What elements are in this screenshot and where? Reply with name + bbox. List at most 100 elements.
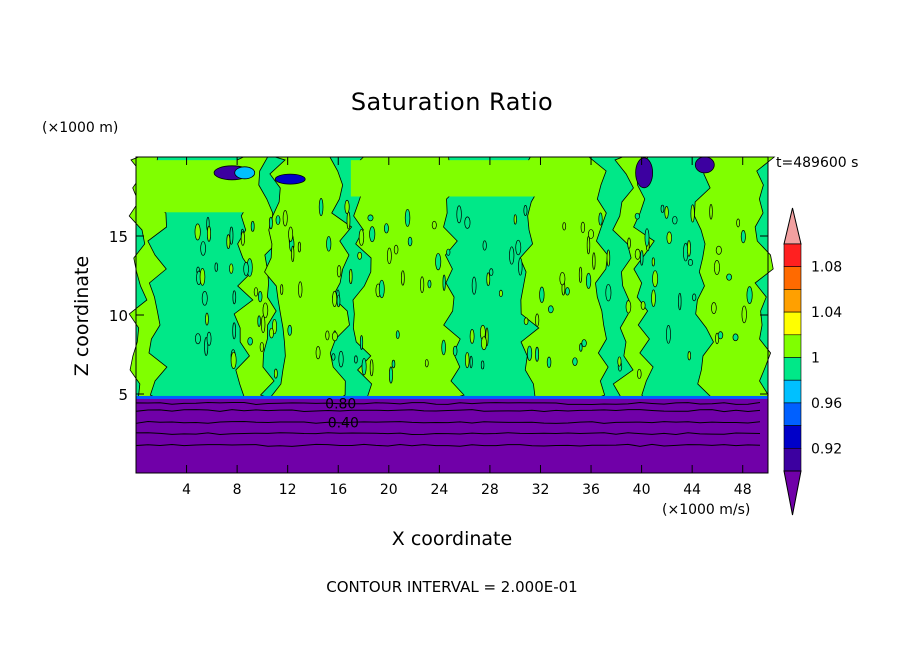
contour-blob <box>741 305 747 324</box>
contour-blob <box>386 247 392 265</box>
contour-blob <box>713 260 720 275</box>
contour-blob <box>298 281 303 298</box>
contour-blob <box>257 315 261 327</box>
colorbar-lower-arrow <box>783 470 802 516</box>
contour-blob <box>194 333 201 345</box>
contour-blob <box>456 205 462 224</box>
contour-blob <box>331 331 338 342</box>
contour-blob <box>625 300 632 314</box>
dry-patch <box>234 166 256 180</box>
contour-blob <box>404 208 411 227</box>
contour-blob <box>651 289 656 307</box>
contour-blob <box>275 215 281 225</box>
contour-blob <box>548 305 554 314</box>
colorbar-swatch <box>783 379 802 404</box>
colorbar-label: 0.92 <box>811 441 842 457</box>
contour-blob <box>359 335 364 350</box>
contour-blob <box>349 268 353 285</box>
colorbar-swatch <box>783 289 802 313</box>
time-label: t=489600 s <box>776 155 859 171</box>
contour-blob <box>644 228 650 247</box>
contour-blob <box>273 368 278 379</box>
contour-blob <box>535 313 540 327</box>
contour-blob <box>229 226 234 245</box>
contour-blob <box>617 356 622 367</box>
x-tick-label: 36 <box>582 482 600 498</box>
x-tick-label: 12 <box>279 482 297 498</box>
x-tick-label: 48 <box>734 482 752 498</box>
contour-blob <box>401 270 405 286</box>
contour-blob <box>471 276 477 295</box>
dry-patch <box>274 173 306 185</box>
contour-blob <box>318 197 324 217</box>
contour-blob <box>572 357 578 366</box>
colorbar-label: 1.08 <box>811 260 842 276</box>
contour-blob <box>369 226 376 243</box>
colorbar: 1.08 1.04 1 0.96 0.92 <box>783 207 842 516</box>
contour-blob <box>297 241 301 253</box>
contour-blob <box>481 336 487 351</box>
contour-blob <box>269 327 274 339</box>
contour-blob <box>206 331 212 346</box>
contour-blob <box>586 235 591 255</box>
contour-blob <box>539 286 545 303</box>
contour-blob <box>660 204 665 213</box>
contour-blob <box>715 245 722 255</box>
contour-blob <box>464 352 470 369</box>
contour-blob <box>578 266 583 283</box>
contour-blob <box>344 199 350 214</box>
contour-blob <box>367 214 374 222</box>
contour-blob <box>627 237 631 249</box>
contour-blob <box>559 272 566 286</box>
contour-line <box>135 432 761 435</box>
contour-blob <box>435 253 442 271</box>
contour-blob <box>666 231 673 244</box>
contour-blob <box>579 343 583 352</box>
contour-blob <box>393 244 399 255</box>
colorbar-swatch <box>783 425 802 449</box>
contour-blob <box>746 286 753 304</box>
contour-blob <box>332 290 338 307</box>
contour-blob <box>331 353 336 361</box>
contour-blob <box>253 287 259 297</box>
contour-blob <box>336 294 341 308</box>
colorbar-upper-arrow <box>783 207 802 245</box>
contour-blob <box>424 359 429 368</box>
contour-blob <box>214 262 218 272</box>
contour-blob <box>260 315 266 333</box>
contour-blob <box>672 215 678 225</box>
contour-blob <box>562 222 567 231</box>
contour-blob <box>469 328 475 344</box>
contour-label: 0.80 <box>325 396 356 412</box>
contour-blob <box>389 366 393 384</box>
contour-blob <box>523 317 529 326</box>
colorbar-label: 0.96 <box>811 396 842 412</box>
colorbar-swatch <box>783 243 802 268</box>
contour-blob <box>442 274 446 291</box>
contour-blob <box>268 216 273 230</box>
x-axis-label: X coordinate <box>391 528 513 550</box>
contour-blob <box>200 241 206 256</box>
contour-blob <box>652 270 659 288</box>
contour-blob <box>232 290 237 305</box>
contour-blob <box>325 330 330 341</box>
contour-line <box>135 401 761 405</box>
contour-blob <box>232 322 236 340</box>
contour-blob <box>581 339 587 348</box>
contour-blob <box>690 204 695 223</box>
contour-blob <box>678 292 682 311</box>
dry-patch <box>694 156 715 174</box>
contour-blob <box>361 358 367 376</box>
contour-blob <box>395 330 400 339</box>
contour-blob <box>565 287 570 296</box>
contour-blob <box>732 333 739 342</box>
contour-blob <box>291 245 295 263</box>
y-tick-label: 15 <box>109 228 128 246</box>
contour-blob <box>230 351 237 370</box>
contour-blob <box>464 216 471 229</box>
contour-blob <box>687 240 691 257</box>
contour-blob <box>354 355 358 364</box>
contour-blob <box>287 324 293 336</box>
contour-blob <box>580 221 586 234</box>
